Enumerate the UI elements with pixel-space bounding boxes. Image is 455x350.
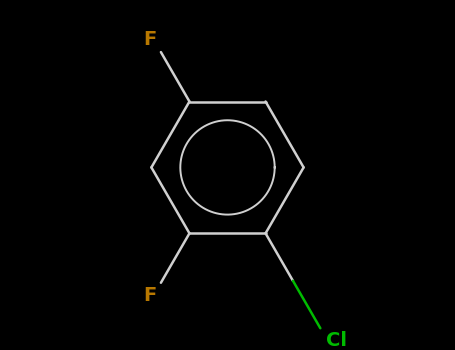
Text: Cl: Cl — [326, 331, 348, 350]
Text: F: F — [143, 286, 157, 305]
Text: F: F — [143, 30, 157, 49]
